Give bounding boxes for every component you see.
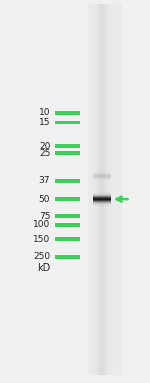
Bar (100, 4, 101, 375)
Text: 250: 250 (33, 252, 50, 261)
Bar (96, 4, 97, 375)
Bar (106, 4, 107, 375)
Bar (55, 151, 80, 155)
Text: 75: 75 (39, 212, 50, 221)
Bar (55, 237, 80, 241)
Text: 150: 150 (33, 235, 50, 244)
Bar (55, 111, 80, 115)
Bar (104, 4, 105, 375)
Bar (88, 4, 122, 375)
Bar (55, 179, 80, 183)
Bar (99, 4, 100, 375)
Text: 25: 25 (39, 149, 50, 158)
Bar (55, 255, 80, 259)
Bar (92, 4, 93, 375)
Bar (111, 4, 112, 375)
Bar (109, 4, 110, 375)
Text: 37: 37 (39, 176, 50, 185)
Bar (100, 4, 101, 375)
Text: 10: 10 (39, 108, 50, 118)
Text: 20: 20 (39, 142, 50, 151)
Bar (107, 4, 108, 375)
Text: 50: 50 (39, 195, 50, 204)
Bar (94, 4, 95, 375)
Bar (108, 4, 109, 375)
Bar (55, 214, 80, 218)
Bar (95, 4, 96, 375)
Text: 15: 15 (39, 118, 50, 127)
Text: kD: kD (37, 263, 50, 273)
Bar (93, 4, 94, 375)
Bar (110, 4, 111, 375)
Bar (101, 4, 102, 375)
Bar (103, 4, 104, 375)
Bar (102, 4, 103, 375)
Bar (55, 144, 80, 148)
Bar (98, 4, 99, 375)
Bar (97, 4, 98, 375)
Bar (105, 4, 106, 375)
Bar (55, 197, 80, 201)
Bar (55, 121, 80, 124)
Text: 100: 100 (33, 220, 50, 229)
Bar (55, 223, 80, 227)
